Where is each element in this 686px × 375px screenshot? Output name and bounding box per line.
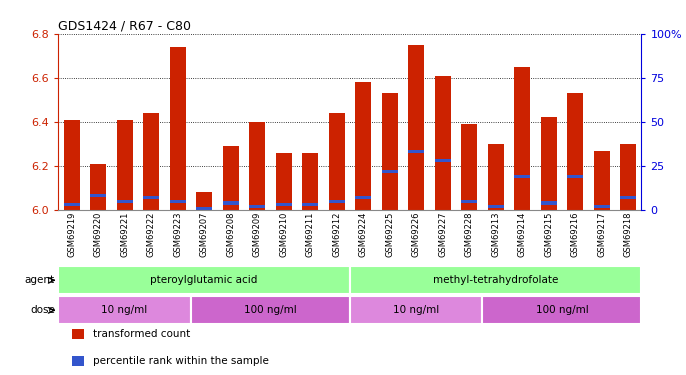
Text: percentile rank within the sample: percentile rank within the sample — [93, 356, 268, 366]
Bar — [435, 76, 451, 210]
Bar — [514, 175, 530, 178]
Bar — [482, 296, 641, 324]
Text: agent: agent — [25, 275, 55, 285]
Text: 100 ng/ml: 100 ng/ml — [536, 305, 589, 315]
Text: 10 ng/ml: 10 ng/ml — [102, 305, 147, 315]
Bar — [169, 47, 185, 210]
Bar — [461, 200, 477, 203]
Bar — [302, 203, 318, 206]
Bar — [541, 117, 556, 210]
Bar — [196, 192, 212, 210]
Bar — [64, 120, 80, 210]
Bar — [223, 201, 239, 204]
Bar — [143, 196, 159, 199]
Bar — [58, 296, 191, 324]
Bar — [408, 45, 424, 210]
Bar — [488, 205, 504, 208]
Bar — [276, 153, 292, 210]
Bar — [488, 144, 504, 210]
Bar — [381, 93, 398, 210]
Bar — [408, 150, 424, 153]
Bar — [276, 203, 292, 206]
Bar — [435, 159, 451, 162]
Text: 10 ng/ml: 10 ng/ml — [393, 305, 439, 315]
Bar — [541, 201, 556, 204]
Bar — [593, 205, 610, 208]
Bar — [58, 266, 350, 294]
Bar — [196, 207, 212, 210]
Text: dose: dose — [30, 305, 55, 315]
Bar — [143, 113, 159, 210]
Bar — [355, 196, 371, 199]
Bar — [350, 266, 641, 294]
Bar — [117, 200, 132, 203]
Bar — [249, 205, 265, 208]
Bar — [64, 203, 80, 206]
Bar — [329, 113, 344, 210]
Bar — [355, 82, 371, 210]
Bar — [567, 175, 583, 178]
Text: pteroylglutamic acid: pteroylglutamic acid — [150, 275, 258, 285]
Bar — [350, 296, 482, 324]
Bar — [90, 194, 106, 198]
Text: transformed count: transformed count — [93, 329, 190, 339]
Bar — [90, 164, 106, 210]
Bar — [302, 153, 318, 210]
Text: 100 ng/ml: 100 ng/ml — [244, 305, 297, 315]
Bar — [381, 170, 398, 173]
Bar — [620, 196, 636, 199]
Text: GDS1424 / R67 - C80: GDS1424 / R67 - C80 — [58, 20, 191, 33]
Bar — [593, 150, 610, 210]
Bar — [620, 144, 636, 210]
Bar — [514, 67, 530, 210]
Bar — [191, 296, 350, 324]
Bar — [117, 120, 132, 210]
Bar — [169, 200, 185, 203]
Text: methyl-tetrahydrofolate: methyl-tetrahydrofolate — [433, 275, 558, 285]
Bar — [461, 124, 477, 210]
Bar — [249, 122, 265, 210]
Bar — [567, 93, 583, 210]
Bar — [329, 200, 344, 203]
Bar — [223, 146, 239, 210]
